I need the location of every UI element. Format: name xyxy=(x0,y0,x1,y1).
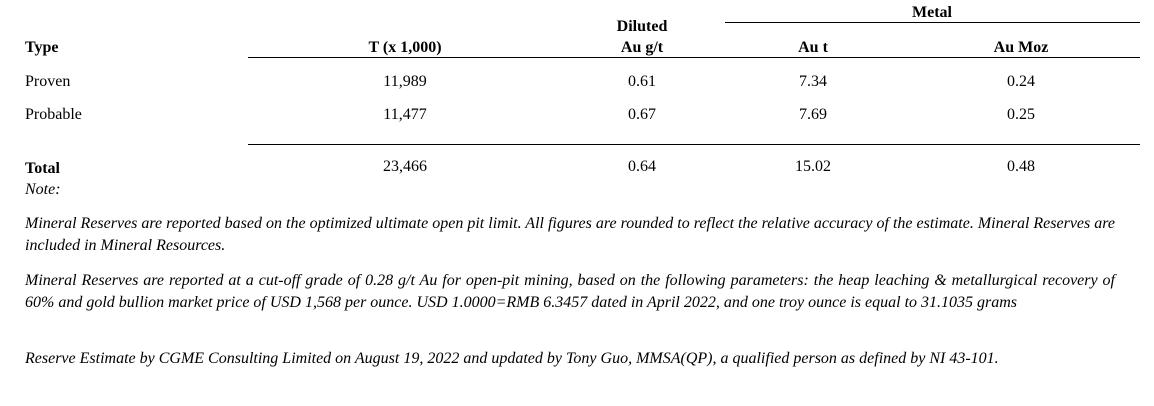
row-type: Probable xyxy=(25,106,82,123)
note-paragraph: Mineral Reserves are reported at a cut-o… xyxy=(25,272,1115,311)
row-au-t: 7.69 xyxy=(799,106,827,123)
total-au-t: 15.02 xyxy=(795,158,831,175)
grade-column-header-line2: Au g/t xyxy=(620,39,664,56)
row-au-t: 7.34 xyxy=(799,73,827,90)
metal-group-header: Metal xyxy=(912,4,952,21)
total-tonnes: 23,466 xyxy=(383,158,427,175)
total-au-moz: 0.48 xyxy=(1007,158,1035,175)
row-au-moz: 0.25 xyxy=(1007,106,1035,123)
note-paragraph: Mineral Reserves are reported based on t… xyxy=(25,215,1115,254)
row-grade: 0.61 xyxy=(628,73,656,90)
header-rule xyxy=(248,57,1140,58)
row-grade: 0.67 xyxy=(628,106,656,123)
au-moz-column-header: Au Moz xyxy=(993,39,1049,56)
row-tonnes: 11,989 xyxy=(383,73,427,90)
grade-column-header-line1: Diluted xyxy=(616,18,668,35)
row-au-moz: 0.24 xyxy=(1007,73,1035,90)
tonnes-column-header: T (x 1,000) xyxy=(368,39,442,56)
type-column-header: Type xyxy=(25,39,59,56)
row-tonnes: 11,477 xyxy=(383,106,427,123)
note-label: Note: xyxy=(25,181,61,198)
total-rule xyxy=(248,144,1140,145)
row-type: Proven xyxy=(25,73,71,90)
total-grade: 0.64 xyxy=(628,158,656,175)
note-paragraph: Reserve Estimate by CGME Consulting Limi… xyxy=(25,350,999,367)
metal-group-rule xyxy=(725,22,1140,23)
au-t-column-header: Au t xyxy=(798,39,828,56)
total-label: Total xyxy=(25,160,60,177)
